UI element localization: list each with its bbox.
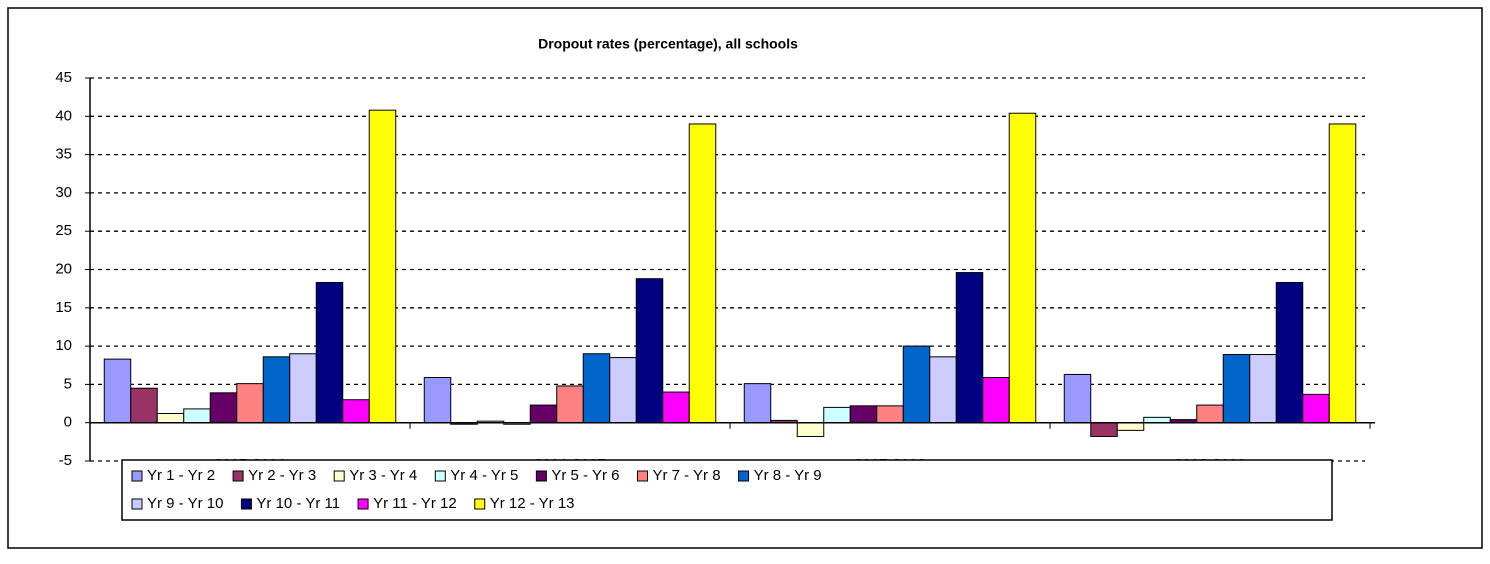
bar bbox=[823, 406, 851, 424]
bar bbox=[743, 383, 772, 424]
y-tick-label: 45 bbox=[55, 69, 72, 86]
legend-label: Yr 12 - Yr 13 bbox=[490, 495, 575, 512]
bar bbox=[236, 383, 264, 424]
bar bbox=[662, 391, 690, 424]
legend: Yr 1 - Yr 2 Yr 2 - Yr 3 Yr 3 - Yr 4 Yr 4 - … bbox=[121, 459, 1333, 521]
y-tick-label: 35 bbox=[55, 146, 72, 163]
bar bbox=[582, 353, 611, 424]
bar bbox=[209, 392, 238, 424]
y-tick-label: 10 bbox=[55, 337, 72, 354]
y-tick-label: 40 bbox=[55, 107, 72, 124]
legend-swatch bbox=[636, 470, 648, 482]
bar bbox=[1090, 422, 1118, 437]
bar bbox=[955, 272, 984, 424]
bar bbox=[130, 387, 158, 424]
legend-swatch bbox=[131, 470, 143, 482]
legend-swatch bbox=[474, 498, 486, 510]
bar bbox=[609, 357, 637, 424]
y-tick-label: 5 bbox=[64, 375, 72, 392]
bar bbox=[635, 278, 664, 424]
bar bbox=[368, 109, 397, 424]
legend-label: Yr 11 - Yr 12 bbox=[373, 495, 457, 512]
y-tick-label: 30 bbox=[55, 184, 72, 201]
bar bbox=[796, 422, 825, 437]
legend-label: Yr 1 - Yr 2 bbox=[147, 467, 215, 484]
legend-swatch bbox=[240, 498, 252, 510]
bar bbox=[556, 385, 584, 424]
legend-label: Yr 8 - Yr 9 bbox=[754, 467, 822, 484]
y-tick-label: 25 bbox=[55, 222, 72, 239]
bar bbox=[183, 408, 211, 424]
bar bbox=[902, 345, 931, 424]
bar bbox=[342, 399, 370, 424]
bar bbox=[423, 377, 452, 424]
bar bbox=[1328, 123, 1357, 424]
chart-frame bbox=[7, 7, 1483, 549]
legend-label: Yr 2 - Yr 3 bbox=[248, 467, 316, 484]
bar bbox=[929, 356, 957, 424]
legend-swatch bbox=[232, 470, 244, 482]
y-tick-label: -5 bbox=[59, 452, 72, 469]
bar bbox=[849, 405, 878, 424]
bar bbox=[1116, 422, 1145, 431]
bar bbox=[1008, 112, 1037, 424]
legend-swatch bbox=[357, 498, 369, 510]
bar bbox=[1196, 404, 1224, 424]
bar bbox=[289, 353, 317, 424]
legend-box bbox=[121, 459, 1333, 521]
bar bbox=[688, 123, 717, 424]
bar bbox=[1143, 416, 1171, 424]
bar bbox=[876, 405, 904, 424]
legend-label: Yr 4 - Yr 5 bbox=[450, 467, 518, 484]
bar bbox=[1063, 373, 1092, 424]
chart-title: Dropout rates (percentage), all schools bbox=[538, 36, 798, 52]
legend-swatch bbox=[738, 470, 750, 482]
bar bbox=[103, 358, 132, 424]
bar bbox=[529, 404, 558, 424]
y-tick-label: 15 bbox=[55, 299, 72, 316]
bar bbox=[315, 282, 344, 424]
legend-swatch bbox=[535, 470, 547, 482]
bar bbox=[1222, 354, 1251, 424]
legend-label: Yr 3 - Yr 4 bbox=[349, 467, 417, 484]
legend-label: Yr 7 - Yr 8 bbox=[652, 467, 720, 484]
y-tick-label: 0 bbox=[64, 414, 72, 431]
legend-label: Yr 5 - Yr 6 bbox=[551, 467, 619, 484]
bar bbox=[1275, 282, 1304, 424]
legend-swatch bbox=[434, 470, 446, 482]
bar bbox=[982, 377, 1010, 424]
y-tick-label: 20 bbox=[55, 260, 72, 277]
bar bbox=[1302, 393, 1330, 424]
legend-label: Yr 9 - Yr 10 bbox=[147, 495, 223, 512]
legend-swatch bbox=[333, 470, 345, 482]
bar bbox=[156, 413, 185, 424]
bar bbox=[262, 356, 291, 424]
bar bbox=[1249, 354, 1277, 424]
legend-swatch bbox=[131, 498, 143, 510]
legend-label: Yr 10 - Yr 11 bbox=[256, 495, 340, 512]
